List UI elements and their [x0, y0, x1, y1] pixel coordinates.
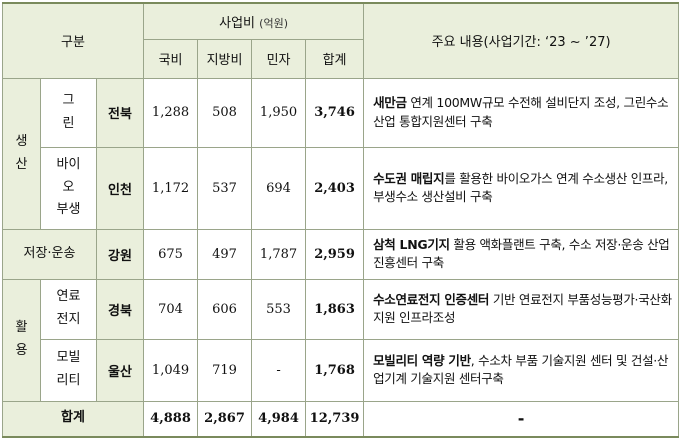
local-value: 606 — [197, 278, 253, 340]
budget-unit: (억원) — [259, 16, 288, 30]
total-content: - — [363, 400, 680, 438]
total-value: 2,959 — [305, 228, 365, 280]
group-production: 생 산 — [2, 77, 41, 230]
private-value: 694 — [251, 146, 307, 230]
content-header: 주요 내용(사업기간: ‘23 ~ ’27) — [363, 2, 680, 79]
local-value: 537 — [197, 146, 253, 230]
region-cell: 전북 — [95, 77, 145, 148]
national-value: 1,288 — [143, 77, 199, 148]
total-label: 합계 — [1, 400, 145, 438]
private-value: 553 — [251, 278, 307, 340]
content-highlight: 수소연료전지 인증센터 — [373, 291, 490, 307]
content-highlight: 새만금 — [373, 95, 407, 111]
grand-total: 12,739 — [305, 400, 365, 438]
table-row: 바이 오 부생 인천 1,172 537 694 2,403 수도권 매립지를 … — [3, 146, 680, 230]
content-text: 활용 액화플랜트 구축, 수소 저장·운송 산업 진흥센터 구축 — [373, 236, 670, 270]
total-private: 4,984 — [251, 400, 307, 438]
region-cell: 강원 — [95, 228, 145, 280]
table-row: 생 산 그 린 전북 1,288 508 1,950 3,746 새만금 연계 … — [2, 77, 680, 230]
local-value: 508 — [197, 77, 253, 148]
local-value: 719 — [197, 338, 253, 402]
budget-header: 사업비 (억원) — [143, 2, 365, 40]
table-row: 활 용 연료 전지 경북 704 606 553 1,863 수소연료전지 인증… — [2, 278, 680, 402]
national-value: 675 — [143, 228, 199, 280]
total-value: 1,768 — [305, 338, 365, 402]
subcategory-fuel-cell: 연료 전지 — [40, 278, 97, 340]
table-row: 모빌 리티 울산 1,049 719 - 1,768 모빌리티 역량 기반, 수… — [3, 338, 680, 402]
group-storage: 저장·운송 — [2, 228, 97, 280]
content-cell: 삼척 LNG기지 활용 액화플랜트 구축, 수소 저장·운송 산업 진흥센터 구… — [363, 228, 680, 280]
private-value: 1,787 — [251, 228, 307, 280]
region-cell: 경북 — [95, 278, 145, 340]
subcategory-green: 그 린 — [40, 77, 97, 148]
private-value: 1,950 — [251, 77, 307, 148]
content-cell: 모빌리티 역량 기반, 수소차 부품 기술지원 센터 및 건설·산업기계 기술지… — [363, 338, 680, 402]
total-row: 합계 4,888 2,867 4,984 12,739 - — [1, 400, 680, 438]
content-cell: 수소연료전지 인증센터 기반 연료전지 부품성능평가·국산화 지원 인프라조성 — [363, 278, 680, 340]
content-cell: 새만금 연계 100MW규모 수전해 설비단지 조성, 그린수소 산업 통합지원… — [363, 77, 680, 148]
table-row: 저장·운송 강원 675 497 1,787 2,959 삼척 LNG기지 활용… — [2, 228, 680, 280]
private-value: - — [251, 338, 307, 402]
national-value: 1,172 — [143, 146, 199, 230]
content-text: 기반 연료전지 부품성능평가·국산화 지원 인프라조성 — [373, 291, 672, 325]
budget-header-label: 사업비 — [219, 15, 256, 31]
subcategory-bio: 바이 오 부생 — [40, 146, 97, 230]
national-header: 국비 — [143, 38, 199, 79]
national-value: 1,049 — [143, 338, 199, 402]
private-header: 민자 — [251, 38, 307, 79]
group-utilization: 활 용 — [2, 278, 41, 402]
region-cell: 울산 — [95, 338, 145, 402]
total-value: 3,746 — [305, 77, 365, 148]
content-cell: 수도권 매립지를 활용한 바이오가스 연계 수소생산 인프라, 부생수소 생산설… — [363, 146, 680, 230]
content-highlight: 삼척 LNG기지 — [373, 236, 450, 252]
total-local: 2,867 — [197, 400, 253, 438]
total-national: 4,888 — [143, 400, 199, 438]
total-value: 2,403 — [305, 146, 365, 230]
total-header: 합계 — [305, 38, 365, 79]
total-value: 1,863 — [305, 278, 365, 340]
region-cell: 인천 — [95, 146, 145, 230]
content-text: 연계 100MW규모 수전해 설비단지 조성, 그린수소 산업 통합지원센터 구… — [373, 95, 669, 129]
local-header: 지방비 — [197, 38, 253, 79]
content-highlight: 모빌리티 역량 기반 — [373, 352, 471, 368]
content-text: , 수소차 부품 기술지원 센터 및 건설·산업기계 기술지원 센터구축 — [373, 352, 669, 386]
content-text: 를 활용한 바이오가스 연계 수소생산 인프라, 부생수소 생산설비 구축 — [373, 170, 668, 204]
national-value: 704 — [143, 278, 199, 340]
content-highlight: 수도권 매립지 — [373, 170, 445, 186]
subcategory-mobility: 모빌 리티 — [40, 338, 97, 402]
category-header: 구분 — [1, 2, 145, 79]
local-value: 497 — [197, 228, 253, 280]
